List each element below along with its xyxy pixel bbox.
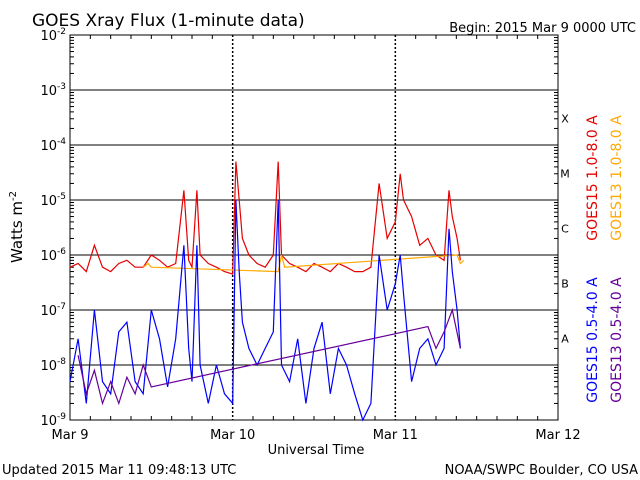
data-series: [69, 161, 465, 422]
series-line-0: [69, 161, 461, 275]
x-tick-label: Mar 12: [535, 428, 580, 443]
y-tick-label: 10-8: [40, 357, 66, 374]
y-tick-label: 10-3: [40, 82, 66, 99]
flare-class-x: X: [561, 113, 569, 126]
series-line-2: [69, 199, 461, 422]
chart-title: GOES Xray Flux (1-minute data): [32, 11, 305, 31]
y-tick-label: 10-2: [40, 27, 66, 44]
y-tick-label: 10-5: [40, 192, 66, 209]
flare-class-m: M: [560, 168, 570, 181]
x-axis-label: Universal Time: [268, 443, 365, 458]
begin-label: Begin: 2015 Mar 9 0000 UTC: [449, 21, 636, 36]
y-tick-label: 10-7: [40, 302, 66, 319]
plot-frame: [69, 34, 559, 421]
source-credit: NOAA/SWPC Boulder, CO USA: [445, 463, 638, 478]
y-tick-label: 10-6: [40, 247, 66, 264]
y-tick-label: 10-9: [40, 412, 66, 429]
y-axis: 10-2 10-3 10-4 10-5 10-6 10-7 10-8 10-9: [40, 27, 558, 429]
legend-entry-3: GOES13 0.5-4.0 A: [609, 277, 625, 403]
x-axis: Mar 9 Mar 10 Mar 11 Mar 12: [52, 35, 581, 443]
flare-class-b: B: [561, 278, 569, 291]
updated-timestamp: Updated 2015 Mar 11 09:48:13 UTC: [2, 463, 236, 478]
x-tick-label: Mar 9: [52, 428, 89, 443]
series-line-3: [77, 307, 461, 406]
x-tick-label: Mar 10: [210, 428, 255, 443]
series-line-1: [142, 254, 465, 273]
y-axis-label-exponent: -2: [8, 191, 19, 201]
legend-entry-0: GOES15 1.0-8.0 A: [585, 115, 601, 241]
x-tick-label: Mar 11: [373, 428, 418, 443]
y-axis-label: Watts m-2: [8, 191, 26, 263]
flare-class-labels: X M C B A: [560, 113, 570, 346]
y-axis-label-main: Watts m: [8, 201, 26, 263]
legend-entry-2: GOES15 0.5-4.0 A: [585, 277, 601, 403]
flare-class-c: C: [561, 223, 569, 236]
legend-entry-1: GOES13 1.0-8.0 A: [609, 115, 625, 241]
y-tick-label: 10-4: [40, 137, 66, 154]
flare-class-a: A: [561, 333, 569, 346]
legend: GOES15 1.0-8.0 A GOES13 1.0-8.0 A GOES15 0…: [585, 115, 625, 403]
